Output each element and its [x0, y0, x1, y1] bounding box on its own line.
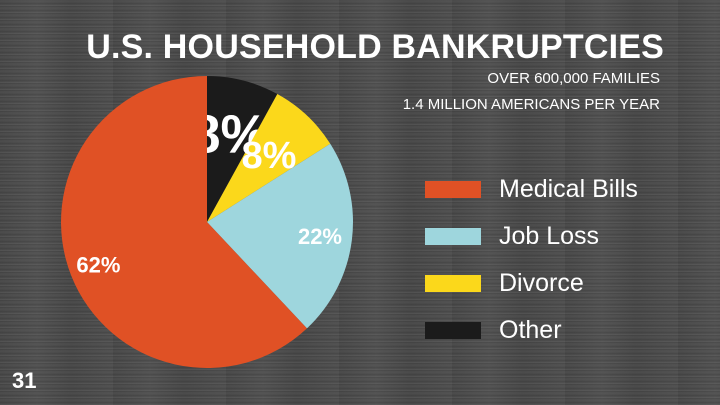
legend-swatch-job-loss	[425, 228, 481, 245]
chart-legend: Medical Bills Job Loss Divorce Other	[425, 166, 638, 354]
legend-swatch-medical-bills	[425, 181, 481, 198]
legend-item-divorce: Divorce	[425, 260, 638, 307]
legend-label-divorce: Divorce	[499, 269, 584, 297]
legend-item-other: Other	[425, 307, 638, 354]
legend-label-other: Other	[499, 316, 562, 344]
legend-label-job-loss: Job Loss	[499, 222, 600, 250]
pie-slice-divorce	[207, 94, 331, 222]
page-number: 31	[12, 368, 37, 393]
legend-swatch-other	[425, 322, 481, 339]
legend-label-medical-bills: Medical Bills	[499, 175, 638, 203]
legend-swatch-divorce	[425, 275, 481, 292]
slide-title: U.S. HOUSEHOLD BANKRUPTCIES	[86, 28, 664, 66]
pie-slice-other	[207, 76, 278, 222]
pie-slice-medical-bills	[60, 75, 307, 368]
pie-data-label-divorce: 8%	[242, 135, 297, 177]
legend-item-medical-bills: Medical Bills	[425, 166, 638, 213]
pie-data-label-medical-bills: 62%	[76, 252, 120, 277]
subtitle-americans: 1.4 MILLION AMERICANS PER YEAR	[402, 96, 660, 113]
legend-item-job-loss: Job Loss	[425, 213, 638, 260]
pie-data-label-job-loss: 22%	[298, 224, 342, 249]
subtitle-families: OVER 600,000 FAMILIES	[487, 70, 660, 87]
pie-slice-job-loss	[207, 143, 354, 329]
